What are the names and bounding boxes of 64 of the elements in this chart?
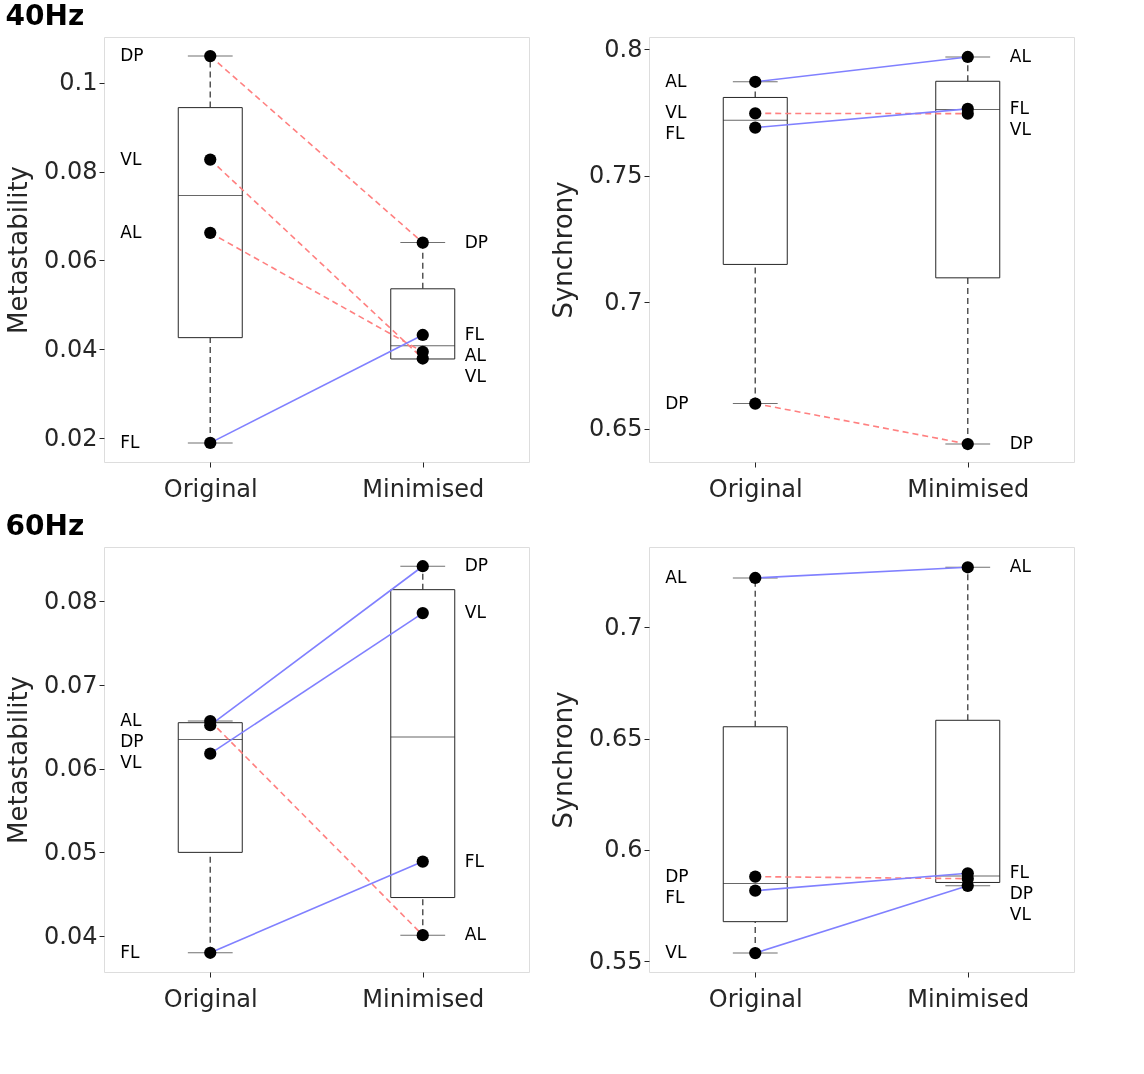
text: DP xyxy=(120,731,144,752)
y-tick-label: 0.08 xyxy=(44,586,98,615)
text: FL xyxy=(665,123,685,144)
text: FL xyxy=(120,941,140,962)
text: VL xyxy=(120,752,142,773)
x-tick-label: Original xyxy=(708,474,803,503)
text: FL xyxy=(665,886,685,907)
text: AL xyxy=(464,344,487,365)
text: VL xyxy=(665,102,687,123)
y-tick-label: 0.75 xyxy=(589,161,643,190)
x-tick-label: Original xyxy=(163,474,258,503)
text: FL xyxy=(1009,97,1030,118)
y-axis-title: Synchrony xyxy=(548,181,579,319)
text: AL xyxy=(120,221,142,242)
text: DP xyxy=(665,865,689,886)
text: VL xyxy=(120,148,142,169)
text: FL xyxy=(1009,862,1030,883)
text: DP xyxy=(1009,433,1034,454)
text: VL xyxy=(665,942,687,963)
chart-title: 40Hz xyxy=(5,0,85,32)
y-tick-label: 0.04 xyxy=(44,921,98,950)
text: DP xyxy=(1009,883,1034,904)
y-tick-label: 0.7 xyxy=(604,612,643,641)
text: DP xyxy=(464,555,489,576)
x-tick-label: Original xyxy=(163,984,258,1013)
chart-title: 60Hz xyxy=(5,509,85,542)
text: FL xyxy=(120,431,140,452)
x-tick-label: Minimised xyxy=(362,984,485,1013)
y-tick-label: 0.08 xyxy=(44,157,98,186)
text: VL xyxy=(1009,904,1032,925)
y-tick-label: 0.7 xyxy=(604,287,643,316)
y-tick-label: 0.65 xyxy=(589,414,643,443)
text: AL xyxy=(1009,45,1032,66)
text: AL xyxy=(665,70,687,91)
text: DP xyxy=(464,231,489,252)
y-axis-title: Metastability xyxy=(3,676,34,844)
y-axis-title: Metastability xyxy=(3,166,34,334)
y-tick-label: 0.6 xyxy=(604,835,643,864)
y-tick-label: 0.06 xyxy=(44,754,98,783)
text: FL xyxy=(464,850,485,871)
text: AL xyxy=(120,710,142,731)
y-tick-label: 0.04 xyxy=(44,334,98,363)
y-tick-label: 0.06 xyxy=(44,245,98,274)
y-tick-label: 0.1 xyxy=(59,68,98,97)
text: VL xyxy=(464,365,487,386)
y-axis-title: Synchrony xyxy=(548,691,579,829)
text: AL xyxy=(665,566,687,587)
text: VL xyxy=(464,602,487,623)
x-tick-label: Minimised xyxy=(362,474,485,503)
text: AL xyxy=(464,924,487,945)
text: FL xyxy=(464,323,485,344)
text: DP xyxy=(665,392,689,413)
text: DP xyxy=(120,45,144,66)
y-tick-label: 0.65 xyxy=(589,724,643,753)
y-tick-label: 0.8 xyxy=(604,34,643,63)
y-tick-label: 0.07 xyxy=(44,670,98,699)
y-tick-label: 0.55 xyxy=(589,946,643,975)
text: AL xyxy=(1009,556,1032,577)
x-tick-label: Original xyxy=(708,984,803,1013)
y-tick-label: 0.05 xyxy=(44,837,98,866)
y-tick-label: 0.02 xyxy=(44,423,98,452)
text: VL xyxy=(1009,118,1032,139)
x-tick-label: Minimised xyxy=(907,474,1030,503)
x-tick-label: Minimised xyxy=(907,984,1030,1013)
